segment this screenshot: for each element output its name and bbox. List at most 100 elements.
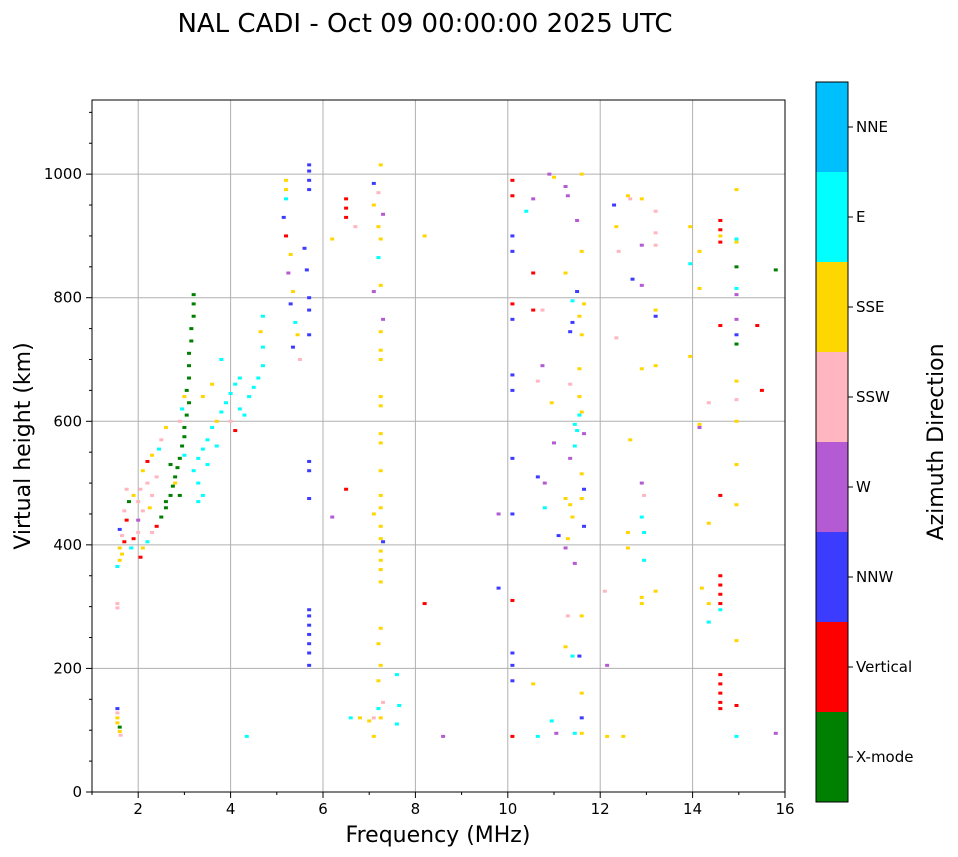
echo-point [284,188,289,192]
echo-point [378,395,383,399]
echo-point [210,382,215,386]
echo-point [138,487,143,491]
echo-point [371,716,376,720]
echo-point [187,351,192,355]
echo-point [579,497,584,501]
grid-lines [92,100,785,792]
echo-point [233,429,238,433]
echo-point [572,444,577,448]
echo-point [163,500,168,504]
y-tick-label: 0 [72,783,82,801]
echo-point [307,308,312,312]
echo-point [200,447,205,451]
echo-point [156,447,161,451]
echo-point [251,385,256,389]
echo-point [290,345,295,349]
echo-point [237,407,242,411]
echo-point [568,330,573,334]
echo-point [621,734,626,738]
echo-point [718,324,723,328]
echo-point [288,252,293,256]
echo-point [177,456,182,460]
echo-point [182,453,187,457]
echo-point [570,515,575,519]
echo-point [122,509,127,513]
echo-point [140,509,145,513]
echo-point [307,651,312,655]
echo-point [376,256,381,260]
echo-point [510,456,515,460]
echo-point [734,240,739,244]
echo-point [653,364,658,368]
echo-point [718,691,723,695]
echo-point [718,234,723,238]
colorbar-frame [815,81,849,803]
echo-point [563,546,568,550]
echo-point [307,178,312,182]
echo-point [307,188,312,192]
echo-point [556,534,561,538]
echo-point [376,642,381,646]
echo-point [688,225,693,229]
echo-point [154,475,159,479]
echo-point [175,466,180,470]
echo-point [205,463,210,467]
echo-point [563,271,568,275]
echo-point [184,388,189,392]
echo-point [381,540,386,544]
echo-point [734,379,739,383]
echo-point [734,704,739,707]
echo-point [182,435,187,439]
echo-point [579,731,584,735]
echo-point [565,614,570,618]
echo-point [653,209,658,213]
echo-point [579,716,584,720]
echo-point [307,608,312,612]
x-tick-label: 2 [133,800,143,818]
colorbar-label: E [856,208,865,226]
echo-point [639,243,644,247]
echo-point [496,586,501,590]
echo-point [126,500,131,504]
echo-point [168,463,173,467]
y-tick-label: 400 [53,536,82,554]
echo-point [378,283,383,287]
echo-point [371,290,376,294]
echo-point [734,286,739,290]
echo-point [187,401,192,405]
echo-point [697,425,702,429]
echo-point [297,358,302,361]
echo-point [191,302,196,306]
echo-point [348,716,353,720]
echo-point [653,589,658,593]
echo-point [284,234,289,238]
echo-point [718,574,723,578]
echo-point [330,237,335,241]
echo-point [524,209,529,213]
colorbar-label: SSW [856,388,890,406]
echo-point [572,422,577,426]
echo-point [376,225,381,229]
echo-point [510,663,515,667]
echo-point [718,673,723,677]
echo-point [642,531,647,534]
echo-point [378,404,383,408]
echo-point [547,172,552,176]
echo-point [552,441,556,445]
echo-point [734,463,739,467]
colorbar-label: W [856,478,871,496]
echo-point [759,388,764,392]
echo-point [577,395,582,399]
colorbar-segment [816,532,848,622]
axes [91,99,786,793]
echo-point [563,185,568,188]
echo-point [582,524,587,528]
echo-point [579,172,584,176]
echo-point [302,246,307,250]
colorbar-segment [816,262,848,352]
echo-point [628,438,633,442]
echo-point [378,524,383,528]
echo-point [307,497,312,501]
echo-point [510,598,515,602]
echo-point [189,339,194,343]
